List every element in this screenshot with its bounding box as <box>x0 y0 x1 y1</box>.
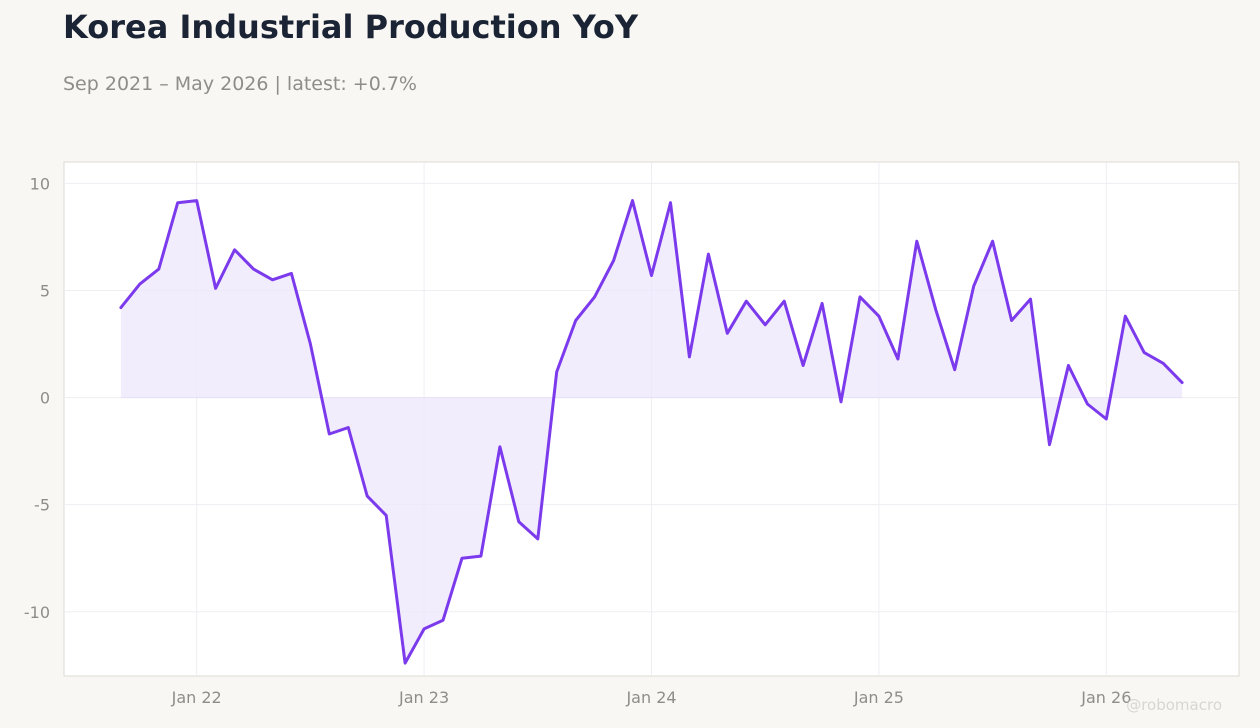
data-point <box>233 248 236 251</box>
data-point <box>385 514 388 517</box>
data-point <box>877 315 880 318</box>
data-point <box>707 253 710 256</box>
data-point <box>1086 403 1089 406</box>
data-point <box>271 278 274 281</box>
data-point <box>1124 315 1127 318</box>
data-point <box>347 426 350 429</box>
x-tick-label: Jan 24 <box>625 688 676 707</box>
data-point <box>915 240 918 243</box>
data-point <box>517 520 520 523</box>
data-point <box>593 295 596 298</box>
data-point <box>479 555 482 558</box>
data-point <box>669 201 672 204</box>
data-point <box>612 259 615 262</box>
data-point <box>631 199 634 202</box>
data-point <box>423 627 426 630</box>
data-point <box>214 287 217 290</box>
data-point <box>461 557 464 560</box>
data-point <box>688 355 691 358</box>
data-point <box>404 662 407 665</box>
data-point <box>821 302 824 305</box>
data-point <box>119 306 122 309</box>
data-point <box>1010 319 1013 322</box>
data-point <box>745 300 748 303</box>
data-point <box>290 272 293 275</box>
watermark: @robomacro <box>1126 696 1222 714</box>
y-tick-label: -10 <box>24 603 50 622</box>
data-point <box>442 619 445 622</box>
chart-subtitle: Sep 2021 – May 2026 | latest: +0.7% <box>63 73 417 95</box>
data-point <box>1048 443 1051 446</box>
chart-title: Korea Industrial Production YoY <box>63 8 639 46</box>
data-point <box>650 274 653 277</box>
data-point <box>366 495 369 498</box>
data-point <box>934 308 937 311</box>
y-tick-label: 10 <box>30 174 50 193</box>
data-point <box>783 300 786 303</box>
y-tick-label: 5 <box>40 282 50 301</box>
data-point <box>536 537 539 540</box>
x-tick-label: Jan 23 <box>398 688 449 707</box>
series-area <box>120 200 1183 664</box>
data-point <box>972 285 975 288</box>
data-point <box>176 201 179 204</box>
data-point <box>1181 381 1184 384</box>
x-tick-label: Jan 22 <box>171 688 222 707</box>
data-point <box>726 332 729 335</box>
data-point <box>1029 298 1032 301</box>
data-point <box>991 240 994 243</box>
data-point <box>1162 362 1165 365</box>
data-point <box>195 199 198 202</box>
data-point <box>328 433 331 436</box>
data-point <box>574 319 577 322</box>
x-tick-label: Jan 25 <box>853 688 904 707</box>
data-point <box>1105 418 1108 421</box>
data-point <box>896 358 899 361</box>
series-line <box>119 199 1184 665</box>
data-point <box>802 364 805 367</box>
data-point <box>1143 351 1146 354</box>
data-point <box>138 283 141 286</box>
data-point <box>764 323 767 326</box>
data-point <box>252 268 255 271</box>
data-point <box>157 268 160 271</box>
data-point <box>953 368 956 371</box>
data-point <box>859 295 862 298</box>
y-tick-label: -5 <box>34 496 50 515</box>
data-point <box>498 445 501 448</box>
data-point <box>555 370 558 373</box>
data-point <box>1067 364 1070 367</box>
y-tick-label: 0 <box>40 389 50 408</box>
data-point <box>309 343 312 346</box>
x-tick-label: Jan 26 <box>1080 688 1131 707</box>
data-point <box>840 400 843 403</box>
